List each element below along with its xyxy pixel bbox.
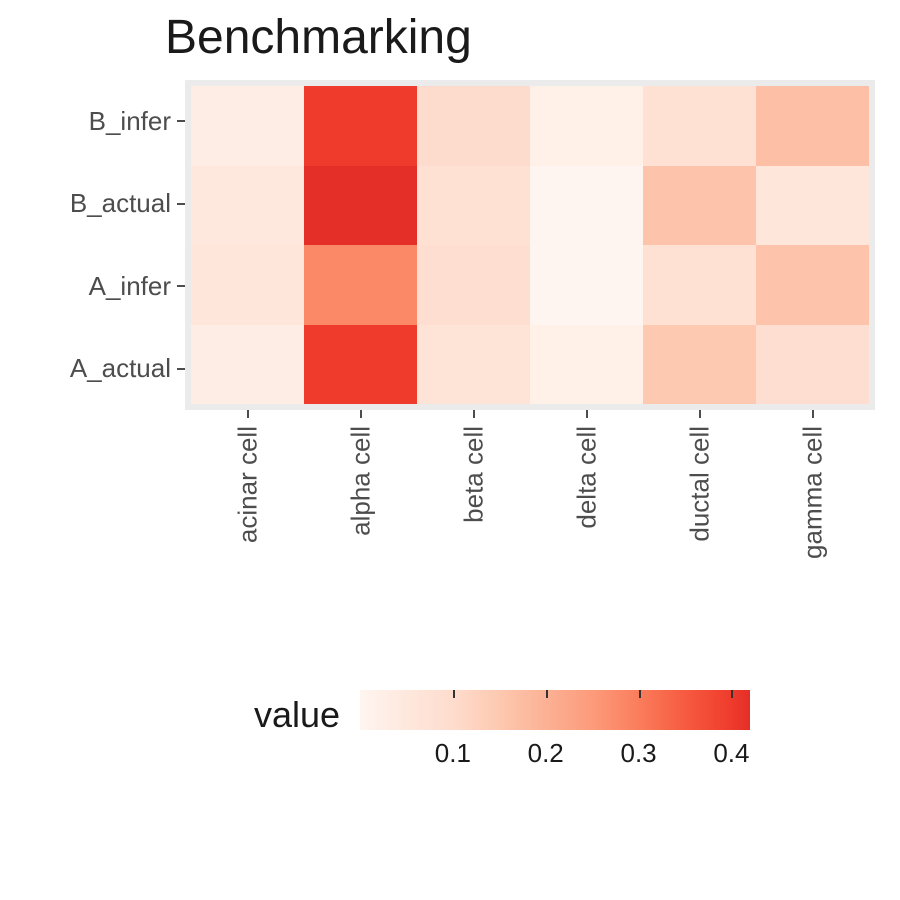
x-axis-item: alpha cell bbox=[304, 410, 417, 640]
y-axis-item: B_infer bbox=[0, 80, 185, 163]
heatmap-cell bbox=[643, 245, 756, 325]
heatmap-cell bbox=[530, 245, 643, 325]
x-axis-tick bbox=[699, 410, 701, 418]
x-axis-tick bbox=[473, 410, 475, 418]
y-axis-label: B_actual bbox=[70, 188, 185, 219]
chart-title: Benchmarking bbox=[165, 10, 472, 65]
heatmap-cell bbox=[191, 325, 304, 405]
y-axis-tick bbox=[177, 120, 185, 122]
y-axis-item: A_infer bbox=[0, 245, 185, 328]
heatmap-panel bbox=[185, 80, 875, 410]
heatmap-grid bbox=[191, 86, 869, 404]
heatmap-cell bbox=[417, 245, 530, 325]
y-axis-tick bbox=[177, 203, 185, 205]
x-axis-label: gamma cell bbox=[797, 426, 828, 559]
y-axis-tick bbox=[177, 368, 185, 370]
legend-tick bbox=[639, 690, 641, 698]
legend-title: value bbox=[190, 690, 360, 736]
heatmap-cell bbox=[304, 166, 417, 246]
x-axis-label: delta cell bbox=[571, 426, 602, 529]
heatmap-cell bbox=[191, 86, 304, 166]
heatmap-cell bbox=[530, 86, 643, 166]
heatmap-cell bbox=[530, 325, 643, 405]
heatmap-cell bbox=[191, 166, 304, 246]
heatmap-cell bbox=[643, 325, 756, 405]
legend-tick bbox=[453, 690, 455, 698]
heatmap-cell bbox=[756, 325, 869, 405]
x-axis: acinar cell alpha cell beta cell delta cell… bbox=[191, 410, 869, 640]
legend: value 0.1 0.2 0.3 0.4 bbox=[190, 690, 870, 830]
heatmap-cell bbox=[643, 166, 756, 246]
y-axis-item: B_actual bbox=[0, 163, 185, 246]
x-axis-label: alpha cell bbox=[345, 426, 376, 536]
heatmap-row bbox=[191, 325, 869, 405]
heatmap-cell bbox=[304, 86, 417, 166]
x-axis-item: delta cell bbox=[530, 410, 643, 640]
heatmap-row bbox=[191, 86, 869, 166]
heatmap-cell bbox=[417, 325, 530, 405]
legend-bar-wrap: 0.10.20.30.4 bbox=[360, 690, 870, 730]
x-axis-label: acinar cell bbox=[232, 426, 263, 543]
x-axis-item: gamma cell bbox=[756, 410, 869, 640]
heatmap-cell bbox=[304, 245, 417, 325]
heatmap-cell bbox=[756, 166, 869, 246]
legend-tick-label: 0.2 bbox=[528, 738, 564, 769]
y-axis-item: A_actual bbox=[0, 328, 185, 411]
heatmap-cell bbox=[756, 86, 869, 166]
legend-tick-label: 0.1 bbox=[435, 738, 471, 769]
y-axis: B_infer B_actual A_infer A_actual bbox=[0, 80, 185, 410]
x-axis-item: acinar cell bbox=[191, 410, 304, 640]
legend-tick-label: 0.3 bbox=[620, 738, 656, 769]
heatmap-cell bbox=[304, 325, 417, 405]
heatmap-cell bbox=[191, 245, 304, 325]
heatmap-cell bbox=[530, 166, 643, 246]
heatmap-cell bbox=[643, 86, 756, 166]
legend-tick bbox=[546, 690, 548, 698]
heatmap-row bbox=[191, 166, 869, 246]
x-axis-label: ductal cell bbox=[684, 426, 715, 542]
x-axis-tick bbox=[247, 410, 249, 418]
heatmap-cell bbox=[417, 166, 530, 246]
y-axis-label: A_actual bbox=[70, 353, 185, 384]
legend-tick-label: 0.4 bbox=[713, 738, 749, 769]
y-axis-label: B_infer bbox=[89, 106, 185, 137]
x-axis-item: ductal cell bbox=[643, 410, 756, 640]
legend-tick bbox=[731, 690, 733, 698]
x-axis-item: beta cell bbox=[417, 410, 530, 640]
y-axis-label: A_infer bbox=[89, 271, 185, 302]
heatmap-cell bbox=[756, 245, 869, 325]
x-axis-tick bbox=[586, 410, 588, 418]
legend-tick-labels: 0.1 0.2 0.3 0.4 bbox=[360, 738, 750, 778]
y-axis-tick bbox=[177, 285, 185, 287]
x-axis-tick bbox=[812, 410, 814, 418]
x-axis-label: beta cell bbox=[458, 426, 489, 523]
legend-color-bar bbox=[360, 690, 750, 730]
heatmap-cell bbox=[417, 86, 530, 166]
heatmap-row bbox=[191, 245, 869, 325]
x-axis-tick bbox=[360, 410, 362, 418]
